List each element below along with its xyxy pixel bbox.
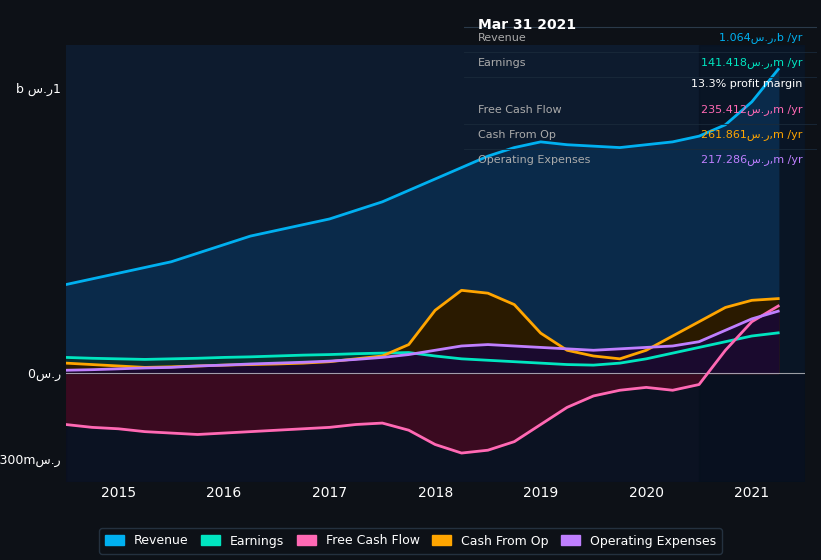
Text: Cash From Op: Cash From Op — [478, 129, 556, 139]
Text: 217.286س.ر,m /yr: 217.286س.ر,m /yr — [701, 154, 803, 165]
Text: 261.861س.ر,m /yr: 261.861س.ر,m /yr — [701, 129, 803, 140]
Text: 235.412س.ر,m /yr: 235.412س.ر,m /yr — [701, 104, 803, 115]
Text: 13.3% profit margin: 13.3% profit margin — [691, 80, 803, 90]
Text: Free Cash Flow: Free Cash Flow — [478, 105, 562, 115]
Text: 141.418س.ر,m /yr: 141.418س.ر,m /yr — [701, 58, 803, 68]
Text: Mar 31 2021: Mar 31 2021 — [478, 18, 576, 32]
Legend: Revenue, Earnings, Free Cash Flow, Cash From Op, Operating Expenses: Revenue, Earnings, Free Cash Flow, Cash … — [99, 528, 722, 554]
Bar — [66, 373, 805, 482]
Text: Earnings: Earnings — [478, 58, 526, 68]
Text: Operating Expenses: Operating Expenses — [478, 155, 590, 165]
Text: Revenue: Revenue — [478, 33, 527, 43]
Text: 1.064س.ر,b /yr: 1.064س.ر,b /yr — [719, 32, 803, 43]
Bar — [699, 45, 805, 482]
